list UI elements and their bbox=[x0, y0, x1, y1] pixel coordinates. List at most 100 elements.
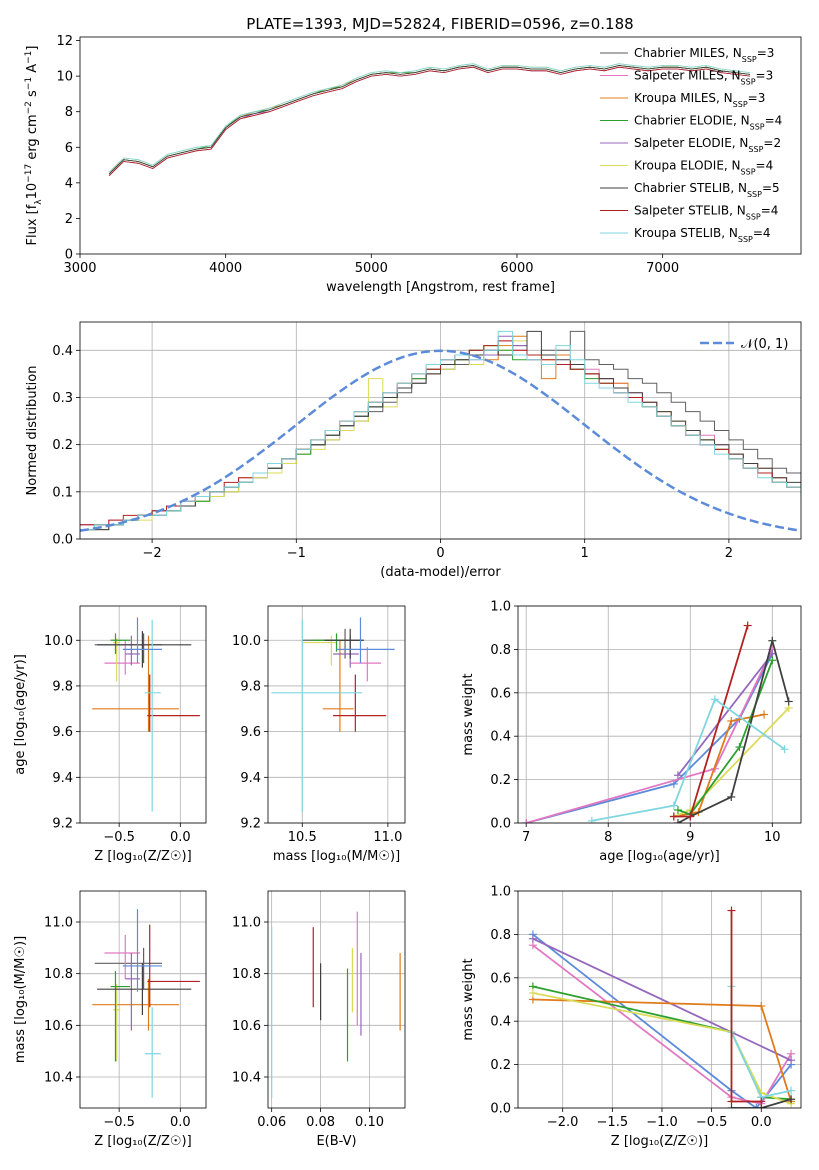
z-mass-weight-xtick-label-3: −0.5 bbox=[696, 1115, 728, 1130]
residuals-hist-4 bbox=[80, 335, 801, 526]
z-vs-mass-ytick-label-3: 11.0 bbox=[44, 916, 73, 931]
spectrum-legend-label-6: Chabrier STELIB, NSSP=5 bbox=[634, 181, 780, 199]
spectrum-legend-label-5-part-1: SSP bbox=[741, 167, 756, 176]
age-mass-weight-ylabel: mass weight bbox=[461, 673, 476, 755]
z-mass-weight-ytick-label-5: 1.0 bbox=[490, 885, 511, 900]
spectrum-ytick-label-3: 6 bbox=[65, 141, 73, 156]
z-vs-mass-point-2 bbox=[92, 978, 180, 1031]
z-mass-weight-series-1 bbox=[532, 944, 792, 1105]
residuals-ylabel: Normed distribution bbox=[25, 366, 40, 496]
z-vs-age-ytick-label-2: 9.6 bbox=[52, 725, 73, 740]
z-mass-weight-marker-2-0 bbox=[528, 934, 537, 943]
age-mass-weight-ytick-label-2: 0.4 bbox=[490, 730, 511, 745]
age-mass-weight-xlabel: age [log₁₀(age/yr)] bbox=[599, 849, 720, 864]
residuals-hist-6 bbox=[80, 330, 801, 531]
mass-vs-age-ytick-label-4: 10.0 bbox=[232, 634, 261, 649]
age-mass-weight-marker-6-4 bbox=[784, 697, 793, 706]
residuals-ytick-label-1: 0.1 bbox=[52, 485, 73, 500]
spectrum-ytick-label-0: 0 bbox=[65, 248, 73, 263]
age-mass-weight-series-2 bbox=[673, 713, 765, 818]
z-mass-weight-series-2 bbox=[532, 937, 792, 1062]
spectrum-series-7 bbox=[108, 66, 751, 176]
z-mass-weight-marker-8-0 bbox=[727, 906, 736, 915]
z-vs-age-xtick-label-1: 0.0 bbox=[170, 830, 191, 845]
spectrum-ylabel-part-10: ] bbox=[25, 46, 40, 51]
z-mass-weight-marker-8-1 bbox=[727, 1097, 736, 1106]
spectrum-legend-label-7: Salpeter STELIB, NSSP=4 bbox=[634, 204, 778, 222]
age-mass-weight-marker-6-3 bbox=[768, 636, 777, 645]
z-vs-age-point-1 bbox=[104, 640, 140, 675]
spectrum-legend-label-0-part-0: Chabrier MILES, N bbox=[634, 46, 742, 60]
residuals-hist-5 bbox=[80, 345, 801, 531]
ebv-vs-mass-ytick-label-2: 10.8 bbox=[232, 967, 261, 982]
age-mass-weight-marker-6-2 bbox=[727, 792, 736, 801]
chart-z-mass-weight: −2.0 −1.5 −1.0 −0.5 0.0 0.0 0.2 0.4 0.6 0.8 1.0 Z [… bbox=[461, 885, 802, 1149]
age-mass-weight-xtick-label-3: 10 bbox=[764, 830, 781, 845]
mass-vs-age-ytick-label-2: 9.6 bbox=[240, 725, 261, 740]
chart-z-vs-age: −0.5 0.0 9.2 9.4 9.6 9.8 10.0 Z [log₁₀(Z/Z☉)] ag… bbox=[13, 605, 207, 864]
z-vs-mass-xtick-label-1: 0.0 bbox=[170, 1115, 191, 1130]
z-mass-weight-marker-2-1 bbox=[787, 1056, 796, 1065]
spectrum-ylabel-part-9: −1 bbox=[24, 51, 34, 64]
z-mass-weight-marker-3-1 bbox=[757, 1002, 766, 1011]
age-mass-weight-marker-4-0 bbox=[673, 771, 682, 780]
spectrum-legend-label-4: Salpeter ELODIE, NSSP=2 bbox=[634, 136, 781, 154]
z-mass-weight-series-7 bbox=[731, 1098, 792, 1108]
mass-vs-age-data bbox=[271, 617, 395, 812]
mass-vs-age-point-2 bbox=[322, 640, 354, 732]
z-vs-age-xlabel: Z [log₁₀(Z/Z☉)] bbox=[94, 849, 191, 864]
z-vs-mass-ylabel: mass [log₁₀(M/M☉)] bbox=[13, 936, 28, 1063]
residuals-hist-2 bbox=[80, 335, 801, 531]
mass-vs-age-frame bbox=[267, 605, 406, 824]
residuals-legend-label: 𝒩(0, 1) bbox=[741, 337, 788, 352]
mass-vs-age-ytick-label-0: 9.2 bbox=[240, 817, 261, 832]
age-mass-weight-marker-7-0 bbox=[669, 812, 678, 821]
age-mass-weight-marker-5-2 bbox=[735, 743, 744, 752]
chart-spectrum: 3000 4000 5000 6000 7000 0 2 4 6 8 10 12 wavelength … bbox=[24, 34, 802, 295]
z-vs-mass-point-0 bbox=[94, 947, 162, 990]
chart-ebv-vs-mass: 0.06 0.08 0.10 10.4 10.6 10.8 11.0 E(B-V) bbox=[232, 890, 406, 1149]
age-mass-weight-marker-8-3 bbox=[780, 745, 789, 754]
spectrum-ytick-label-6: 12 bbox=[56, 34, 73, 49]
residuals-legend: 𝒩(0, 1) bbox=[700, 337, 788, 352]
z-vs-mass-frame bbox=[79, 890, 207, 1109]
spectrum-legend-label-0-part-2: =3 bbox=[757, 46, 775, 60]
z-mass-weight-xtick-label-2: −1.0 bbox=[646, 1115, 678, 1130]
z-mass-weight-marker-0-2 bbox=[752, 1104, 761, 1108]
z-vs-mass-point-9 bbox=[122, 909, 162, 992]
age-mass-weight-marker-7-1 bbox=[686, 812, 695, 821]
z-mass-weight-xtick-label-0: −2.0 bbox=[547, 1115, 579, 1130]
spectrum-ylabel-part-1: λ bbox=[34, 199, 44, 205]
z-mass-weight-marker-5-0 bbox=[528, 988, 537, 997]
residuals-hist-0 bbox=[80, 330, 801, 531]
spectrum-legend-label-3-part-2: =4 bbox=[765, 114, 783, 128]
spectrum-xtick-label-1: 4000 bbox=[209, 261, 242, 276]
ebv-vs-mass-xtick-label-0: 0.06 bbox=[257, 1115, 286, 1130]
ebv-vs-mass-frame bbox=[267, 890, 406, 1109]
z-vs-age-point-7 bbox=[147, 674, 200, 732]
age-mass-weight-xtick-label-1: 8 bbox=[604, 830, 612, 845]
spectrum-ytick-label-1: 2 bbox=[65, 212, 73, 227]
age-mass-weight-ytick-label-3: 0.6 bbox=[490, 686, 511, 701]
age-mass-weight-marker-5-0 bbox=[673, 805, 682, 814]
residuals-hist-8 bbox=[80, 330, 801, 531]
figure-title: PLATE=1393, MJD=52824, FIBERID=0596, z=0… bbox=[246, 15, 633, 33]
age-mass-weight-marker-2-2 bbox=[727, 717, 736, 726]
residuals-xtick-label-2: 0 bbox=[436, 546, 444, 561]
z-vs-age-point-8 bbox=[144, 619, 161, 812]
mass-vs-age-point-1 bbox=[350, 647, 382, 682]
age-mass-weight-frame bbox=[517, 605, 802, 824]
spectrum-xtick-label-4: 7000 bbox=[646, 261, 679, 276]
spectrum-ylabel-part-6: s bbox=[25, 90, 40, 101]
z-vs-mass-ytick-label-2: 10.8 bbox=[44, 967, 73, 982]
z-vs-age-point-9 bbox=[122, 617, 162, 664]
spectrum-series-8 bbox=[108, 63, 751, 173]
chart-mass-vs-age: 10.5 11.0 9.2 9.4 9.6 9.8 10.0 mass [log₁₀(M/M☉… bbox=[232, 605, 406, 864]
z-vs-mass-ytick-label-0: 10.4 bbox=[44, 1071, 73, 1086]
spectrum-legend-label-2-part-0: Kroupa MILES, N bbox=[634, 91, 733, 105]
age-mass-weight-marker-8-1 bbox=[669, 801, 678, 810]
age-mass-weight-marker-6-0 bbox=[673, 819, 682, 823]
residuals-xtick-label-1: −1 bbox=[287, 546, 306, 561]
spectrum-legend-label-0-part-1: SSP bbox=[742, 55, 757, 64]
